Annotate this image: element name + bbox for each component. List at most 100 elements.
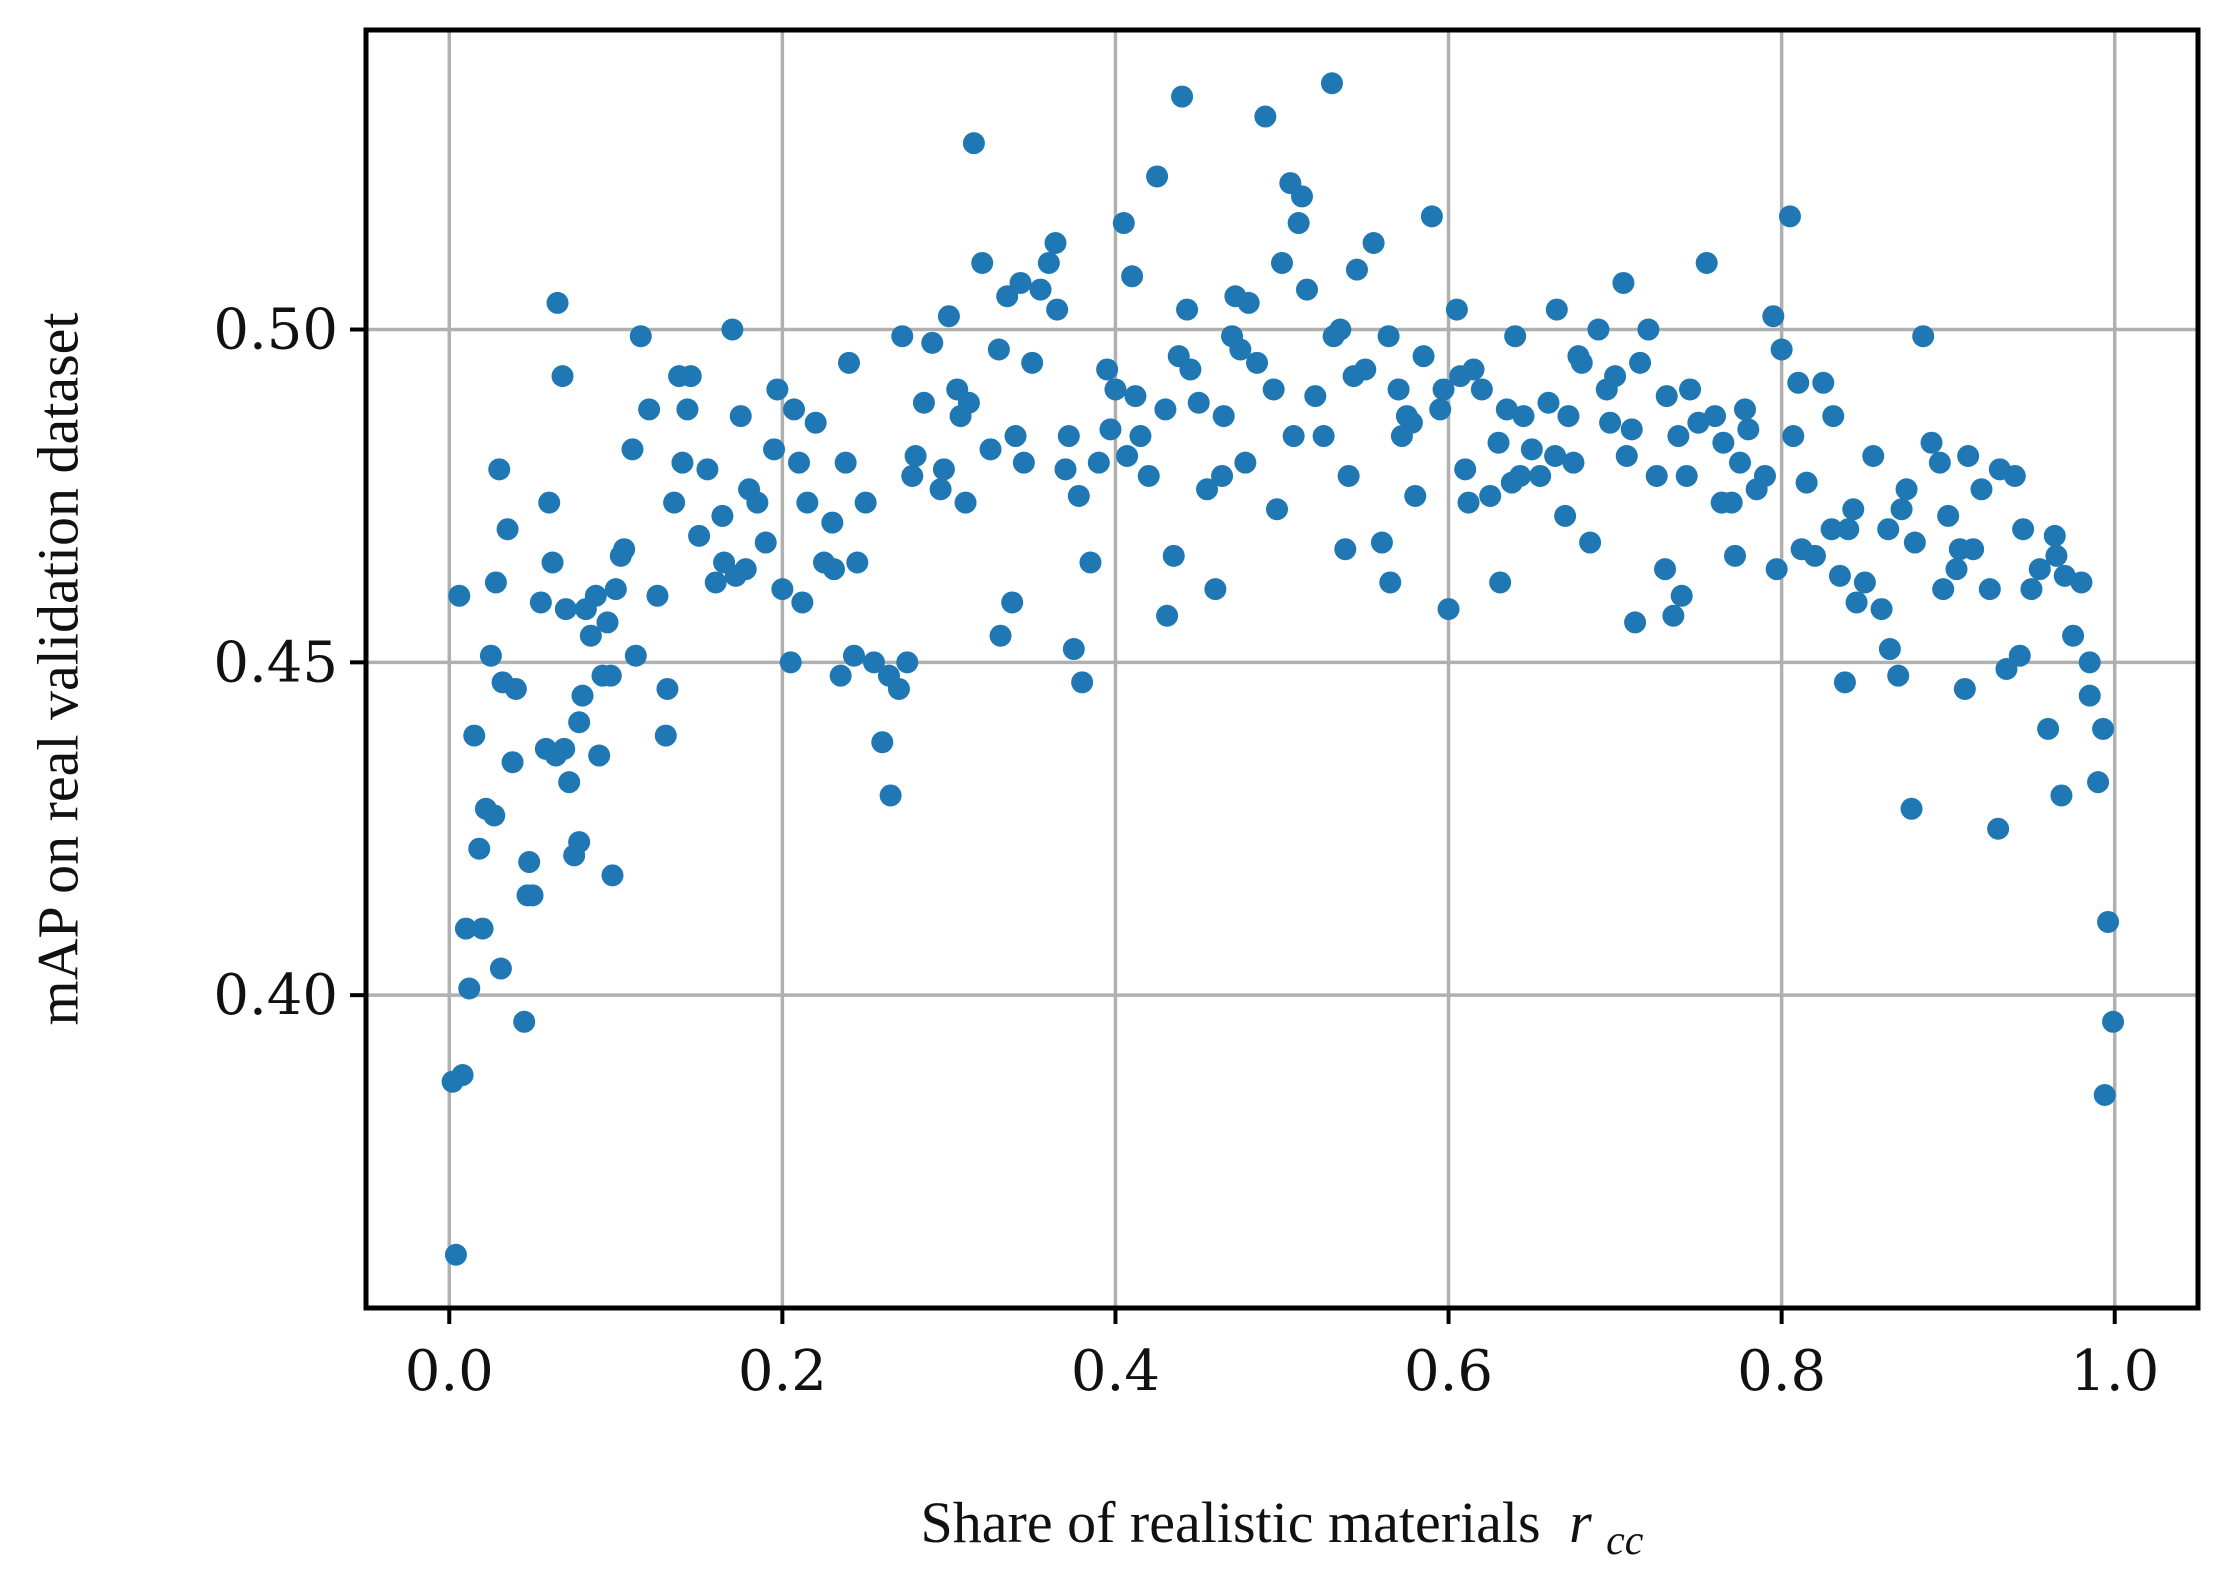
scatter-point [1345, 258, 1368, 281]
data-points [441, 72, 2125, 1266]
scatter-point [1390, 425, 1413, 448]
scatter-point [1645, 464, 1668, 487]
scatter-point [668, 365, 691, 388]
scatter-point [656, 677, 679, 700]
scatter-point [676, 398, 699, 421]
scatter-point [1529, 464, 1552, 487]
scatter-point [1167, 345, 1190, 368]
scatter-point [2093, 1084, 2116, 1106]
scatter-point [1054, 458, 1077, 481]
scatter-point [1687, 411, 1710, 434]
scatter-point [1782, 425, 1805, 448]
scatter-point [1822, 405, 1845, 428]
scatter-point [1412, 345, 1435, 368]
x-tick-label: 0.2 [738, 1339, 827, 1404]
scatter-point [1587, 318, 1610, 341]
scatter-point [2028, 558, 2051, 581]
scatter-point [1445, 298, 1468, 321]
scatter-point [1454, 458, 1477, 481]
scatter-point [1037, 251, 1060, 274]
scatter-point [1995, 658, 2018, 680]
scatter-point [1567, 345, 1590, 368]
scatter-point [553, 737, 576, 760]
scatter-point [1820, 518, 1843, 541]
scatter-point [501, 751, 524, 774]
scatter-point [516, 884, 539, 907]
scatter-point [596, 611, 619, 634]
scatter-point [513, 1010, 536, 1033]
y-tick-label: 0.50 [213, 298, 338, 363]
scatter-point [1449, 365, 1472, 388]
scatter-point [1146, 165, 1169, 188]
scatter-point [2050, 784, 2073, 807]
scatter-point [1071, 671, 1094, 694]
scatter-point [1928, 451, 1951, 474]
scatter-point [529, 591, 552, 614]
scatter-point [2053, 564, 2076, 587]
scatter-point [1828, 564, 1851, 587]
scatter-point [1099, 418, 1122, 441]
scatter-point [949, 405, 972, 428]
scatter-point [788, 451, 811, 474]
scatter-point [1890, 498, 1913, 521]
scatter-point [837, 351, 860, 374]
x-axis-label-subscript: cc [1606, 1518, 1644, 1564]
scatter-point [783, 398, 806, 421]
scatter-point [912, 391, 935, 414]
scatter-point [1001, 591, 1024, 614]
scatter-point [1637, 318, 1660, 341]
scatter-point [2097, 910, 2120, 933]
scatter-point [1096, 358, 1119, 381]
scatter-point [1154, 398, 1177, 421]
grid-lines [366, 30, 2198, 1308]
scatter-point [1753, 464, 1776, 487]
x-tick-label: 0.0 [405, 1339, 494, 1404]
scatter-point [584, 584, 607, 607]
scatter-point [1457, 491, 1480, 514]
scatter-point [2078, 651, 2101, 674]
scatter-point [791, 591, 814, 614]
scatter-point [2037, 717, 2060, 740]
scatter-point [724, 564, 747, 587]
scatter-point [1557, 405, 1580, 428]
scatter-point [1712, 431, 1735, 454]
scatter-point [1287, 212, 1310, 235]
scatter-point [1322, 325, 1345, 348]
scatter-point [1420, 205, 1443, 228]
scatter-point [1004, 425, 1027, 448]
scatter-point [804, 411, 827, 434]
scatter-point [1562, 451, 1585, 474]
scatter-point [1046, 298, 1069, 321]
scatter-point [489, 957, 512, 980]
scatter-point [2062, 624, 2085, 647]
scatter-point [1937, 504, 1960, 527]
scatter-point [538, 491, 561, 514]
scatter-point [871, 731, 894, 754]
scatter-point [1520, 438, 1543, 461]
x-axis-label: Share of realistic materials r cc [921, 1490, 1644, 1564]
scatter-point [1655, 385, 1678, 408]
scatter-point [766, 378, 789, 401]
scatter-point [932, 458, 955, 481]
scatter-point [1370, 531, 1393, 554]
scatter-point [1187, 391, 1210, 414]
scatter-point [937, 305, 960, 328]
scatter-point [604, 578, 627, 601]
scatter-point [1262, 378, 1285, 401]
scatter-point [568, 831, 591, 854]
scatter-point [1512, 405, 1535, 428]
scatter-point [1171, 85, 1194, 108]
scatter-point [551, 365, 574, 388]
scatter-point [1862, 445, 1885, 467]
scatter-point [1870, 598, 1893, 621]
scatter-point [1812, 371, 1835, 394]
scatter-point [1987, 817, 2010, 840]
scatter-point [1762, 305, 1785, 328]
scatter-point [1704, 405, 1727, 428]
scatter-point [822, 558, 845, 581]
scatter-point [1079, 551, 1102, 574]
scatter-point [1675, 464, 1698, 487]
scatter-point [1271, 251, 1293, 274]
scatter-point [901, 464, 924, 487]
